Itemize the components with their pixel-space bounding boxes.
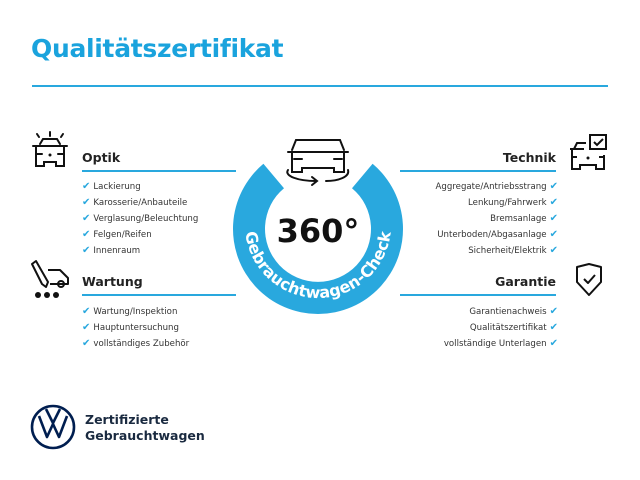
list-item: Unterboden/Abgasanlage ✔ <box>437 229 558 240</box>
checkmark-icon: ✔ <box>549 306 558 317</box>
shield-check-icon <box>576 263 602 296</box>
list-item: ✔ Felgen/Reifen <box>82 229 152 240</box>
wartung-heading: Wartung <box>82 274 143 289</box>
title-divider <box>32 85 608 87</box>
vw-logo <box>30 404 76 450</box>
list-item: Sicherheit/Elektrik ✔ <box>468 245 558 256</box>
checkmark-icon: ✔ <box>82 197 91 208</box>
car-headlights-icon <box>32 131 68 167</box>
technik-heading: Technik <box>502 150 556 165</box>
brand-text: Zertifizierte Gebrauchtwagen <box>85 412 205 444</box>
wartung-divider <box>82 294 236 296</box>
checkmark-icon: ✔ <box>549 338 558 349</box>
checkmark-icon: ✔ <box>82 213 91 224</box>
checkmark-icon: ✔ <box>549 229 558 240</box>
wartung-list: ✔ Wartung/Inspektion ✔ Hauptuntersuchung ✔… <box>82 304 189 352</box>
page-title: Qualitätszertifikat <box>31 34 284 63</box>
list-item: ✔ Lackierung <box>82 181 141 192</box>
checkmark-icon: ✔ <box>82 181 91 192</box>
checkmark-icon: ✔ <box>82 338 91 349</box>
list-item: ✔ Wartung/Inspektion <box>82 306 178 317</box>
rotating-car-icon <box>286 139 350 186</box>
list-item: Qualitätszertifikat ✔ <box>469 322 558 333</box>
list-item: ✔ Karosserie/Anbauteile <box>82 197 188 208</box>
optik-divider <box>82 170 236 172</box>
technik-divider <box>400 170 556 172</box>
checkmark-icon: ✔ <box>549 213 558 224</box>
car-checklist-icon <box>570 134 607 170</box>
optik-list: ✔ Lackierung ✔ Karosserie/Anbauteile ✔ Verg… <box>82 179 198 259</box>
list-item: vollständige Unterlagen ✔ <box>443 338 558 349</box>
garantie-divider <box>400 294 556 296</box>
service-tools-icon <box>31 260 69 298</box>
list-item: Aggregate/Antriebsstrang ✔ <box>435 181 558 192</box>
list-item: Bremsanlage ✔ <box>490 213 558 224</box>
checkmark-icon: ✔ <box>82 322 91 333</box>
optik-heading: Optik <box>82 150 121 165</box>
garantie-list: Garantienachweis ✔ Qualitätszertifikat ✔ v… <box>380 304 558 352</box>
badge-ring <box>233 163 403 314</box>
list-item: ✔ Verglasung/Beleuchtung <box>82 213 199 224</box>
360-check-badge: 360° Gebrauchtwagen-Check <box>233 139 403 314</box>
list-item: Garantienachweis ✔ <box>469 306 558 317</box>
checkmark-icon: ✔ <box>549 322 558 333</box>
brand-line-1: Zertifizierte <box>85 412 169 427</box>
checkmark-icon: ✔ <box>549 245 558 256</box>
checkmark-icon: ✔ <box>82 245 91 256</box>
checkmark-icon: ✔ <box>549 181 558 192</box>
list-item: ✔ vollständiges Zubehör <box>82 338 190 349</box>
technik-list: Aggregate/Antriebsstrang ✔ Lenkung/Fahrwe… <box>380 179 558 259</box>
garantie-heading: Garantie <box>495 274 556 289</box>
list-item: Lenkung/Fahrwerk ✔ <box>468 197 558 208</box>
list-item: ✔ Innenraum <box>82 245 141 256</box>
list-item: ✔ Hauptuntersuchung <box>82 322 179 333</box>
360-label: 360° <box>277 212 360 250</box>
checkmark-icon: ✔ <box>82 306 91 317</box>
checkmark-icon: ✔ <box>549 197 558 208</box>
checkmark-icon: ✔ <box>82 229 91 240</box>
brand-line-2: Gebrauchtwagen <box>85 428 205 443</box>
